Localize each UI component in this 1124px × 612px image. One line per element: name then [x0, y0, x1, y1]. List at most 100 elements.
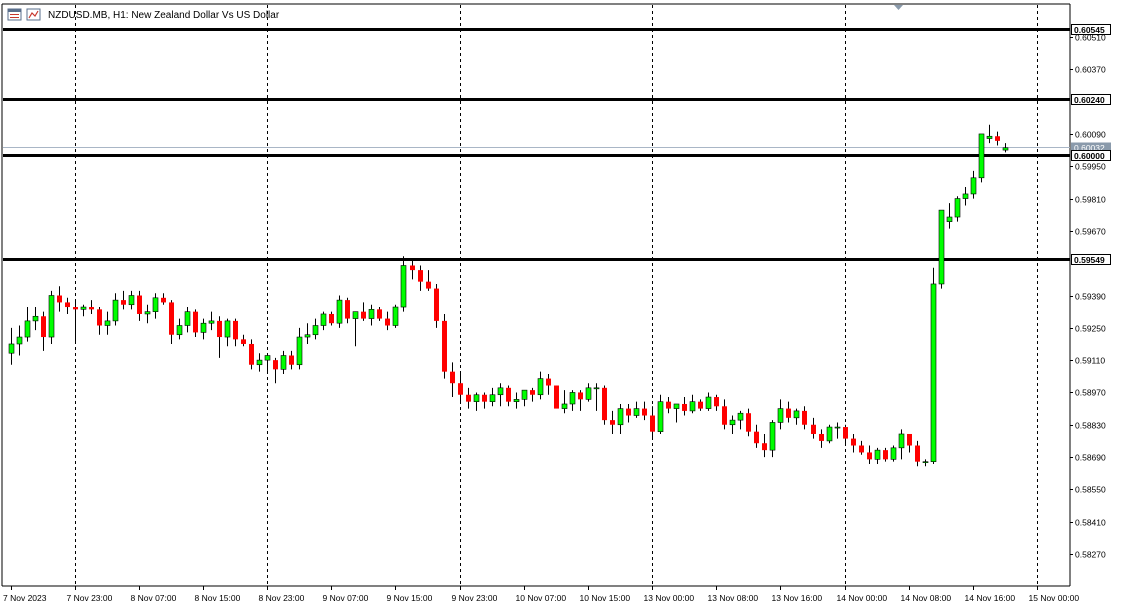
bull-candle-body: [184, 311, 191, 326]
candle: [24, 307, 31, 342]
bull-candle-body: [946, 216, 953, 222]
candle: [385, 311, 390, 331]
time-tick-label: 14 Nov 08:00: [901, 593, 952, 603]
candle: [602, 385, 607, 425]
bear-candle-body: [385, 318, 390, 326]
bear-candle-body: [554, 385, 559, 409]
chart-properties-icon[interactable]: [26, 8, 41, 21]
candle: [722, 399, 727, 430]
bull-candle-body: [569, 392, 576, 405]
bear-candle-body: [682, 403, 687, 411]
time-tick-label: 14 Nov 16:00: [965, 593, 1016, 603]
candle: [48, 290, 55, 344]
bear-candle-body: [434, 288, 439, 321]
time-tick-label: 13 Nov 08:00: [708, 593, 759, 603]
candle: [410, 258, 415, 280]
price-tick-label: 0.60370: [1075, 65, 1106, 75]
candle: [962, 187, 969, 206]
candle: [729, 415, 736, 434]
bull-candle-body: [593, 387, 600, 390]
candle: [458, 373, 463, 402]
price-axis: 0.60510 0.60370 0.60090 0.59950 0.59810 0.596…: [1070, 33, 1106, 560]
bear-candle-body: [626, 408, 631, 416]
bear-candle-body: [819, 433, 824, 441]
time-tick-label: 10 Nov 07:00: [516, 593, 567, 603]
candle: [304, 323, 311, 344]
bull-candle-body: [657, 401, 664, 432]
candle: [698, 399, 703, 411]
bear-candle-body: [610, 420, 615, 425]
bear-candle-body: [883, 450, 888, 460]
time-tick-label: 9 Nov 15:00: [387, 593, 433, 603]
candle: [617, 403, 624, 434]
candle: [161, 293, 166, 305]
time-tick-label: 8 Nov 23:00: [259, 593, 305, 603]
bull-candle-body: [561, 403, 568, 409]
bull-candle-body: [513, 399, 520, 402]
candle: [104, 311, 111, 335]
bull-candle-body: [922, 461, 929, 463]
candle: [264, 353, 271, 372]
candle: [954, 196, 961, 222]
candle: [352, 311, 359, 347]
time-axis: 7 Nov 2023 7 Nov 23:00 8 Nov 07:00 8 Nov 15…: [3, 586, 1079, 603]
bear-candle-body: [361, 311, 366, 319]
candle: [296, 327, 303, 370]
candle: [650, 406, 655, 439]
bull-candle-body: [970, 177, 977, 195]
candle: [867, 445, 872, 464]
bear-candle-body: [273, 360, 278, 370]
candle: [970, 170, 977, 199]
chart-shift-marker-icon[interactable]: [894, 5, 903, 10]
candle: [80, 304, 87, 317]
candle: [233, 318, 238, 347]
bear-candle-body: [289, 355, 294, 365]
bear-candle-body: [482, 394, 487, 402]
candle: [922, 459, 929, 467]
bull-candle-body: [368, 309, 375, 319]
chart-grid-icon[interactable]: [7, 8, 22, 21]
bear-candle-body: [786, 408, 791, 418]
bull-candle-body: [729, 419, 736, 426]
candle: [995, 131, 1000, 146]
horizontal-level-label-inner: [1072, 95, 1110, 104]
bear-candle-body: [241, 339, 246, 344]
candle: [489, 387, 496, 407]
candle: [777, 399, 784, 430]
candle: [593, 383, 600, 411]
bear-candle-body: [418, 270, 423, 282]
candle: [834, 422, 841, 439]
bull-candle-body: [826, 426, 833, 442]
bid-price-label-bg: [1071, 142, 1111, 153]
time-tick-label: 9 Nov 07:00: [323, 593, 369, 603]
bear-candle-body: [217, 320, 222, 338]
candle: [128, 290, 135, 310]
time-tick-label: 7 Nov 2023: [3, 593, 47, 603]
horizontal-lines[interactable]: 0.60545 0.60240 0.60000 0.59549: [3, 24, 1111, 265]
bull-candle-body: [633, 408, 640, 416]
bull-candle-body: [352, 311, 359, 319]
bull-candle-body: [264, 355, 271, 361]
bull-candle-body: [938, 209, 945, 285]
bear-candle-body: [137, 295, 142, 314]
candle: [930, 267, 937, 464]
candle: [762, 433, 767, 458]
bull-candle-body: [336, 299, 343, 324]
candle: [32, 307, 39, 331]
candle: [890, 445, 897, 462]
bear-candle-body: [746, 413, 751, 432]
bull-candle-body: [793, 410, 800, 419]
candle: [666, 397, 671, 414]
bull-candle-body: [312, 325, 319, 336]
bull-candle-body: [296, 336, 303, 366]
bear-candle-body: [329, 313, 334, 324]
horizontal-level-label-inner: [1072, 25, 1110, 34]
bull-candle-body: [32, 315, 39, 322]
bull-candle-body: [24, 320, 31, 338]
horizontal-level-label: 0.60240: [1074, 95, 1105, 105]
time-tick-label: 9 Nov 23:00: [452, 593, 498, 603]
bear-candle-body: [65, 302, 70, 308]
price-tick-label: 0.59110: [1075, 356, 1105, 366]
